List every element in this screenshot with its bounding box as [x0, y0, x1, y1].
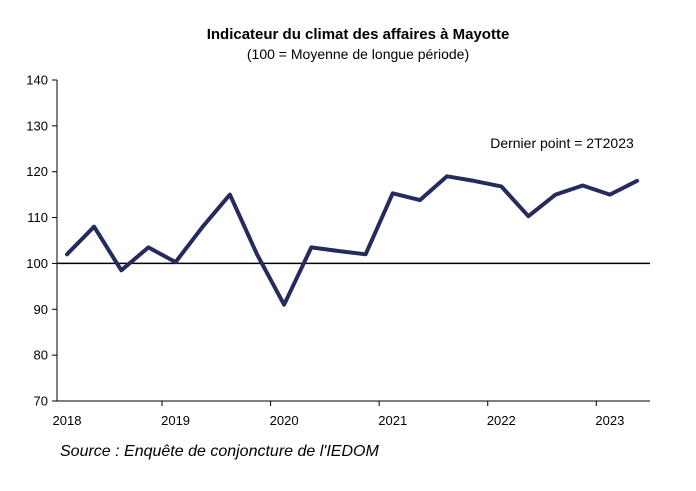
annotation-label: Dernier point = 2T2023: [490, 135, 634, 151]
x-tick-label: 2018: [53, 413, 82, 428]
series-line: [65, 174, 639, 307]
y-tick-label: 110: [27, 210, 48, 225]
y-tick-label: 100: [26, 256, 48, 271]
x-tick-label: 2021: [378, 413, 407, 428]
y-tick-label: 90: [34, 302, 48, 317]
chart-subtitle: (100 = Moyenne de longue période): [246, 46, 470, 62]
y-tick-label: 120: [26, 164, 48, 179]
x-tick-label: 2019: [161, 413, 190, 428]
x-tick-label: 2022: [487, 413, 516, 428]
x-tick-label: 2020: [270, 413, 299, 428]
source-note: Source : Enquête de conjoncture de l'IED…: [60, 443, 379, 460]
y-tick-label: 80: [34, 348, 48, 363]
chart-title: Indicateur du climat des affaires à Mayo…: [206, 26, 510, 43]
x-tick-label: 2023: [595, 413, 624, 428]
y-tick-label: 130: [26, 118, 48, 133]
y-tick-label: 140: [26, 73, 48, 88]
y-tick-label: 70: [34, 394, 48, 409]
